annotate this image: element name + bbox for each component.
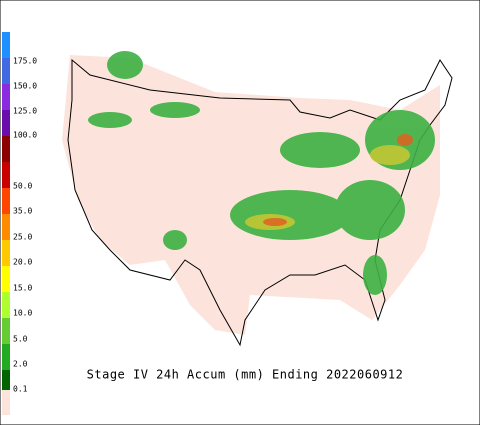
legend-label: 175.0 [13, 57, 37, 66]
legend-label: 10.0 [13, 309, 32, 318]
legend-label: 125.0 [13, 107, 37, 116]
legend-label: 20.0 [13, 258, 32, 267]
legend-label: 15.0 [13, 284, 32, 293]
legend-label: 2.0 [13, 360, 28, 369]
legend-label: 25.0 [13, 233, 32, 242]
legend-label: 5.0 [13, 335, 28, 344]
color-bar [2, 32, 10, 415]
map [62, 51, 453, 347]
legend-label: 50.0 [13, 182, 32, 191]
legend-label: 0.1 [13, 385, 28, 394]
map-title: Stage IV 24h Accum (mm) Ending 202206091… [87, 368, 404, 382]
legend-label: 35.0 [13, 207, 32, 216]
legend-label: 150.0 [13, 82, 37, 91]
legend-label: 100.0 [13, 131, 37, 140]
legend: 175.0 150.0 125.0 100.0 50.0 35.0 25.0 20.0 15.0… [13, 57, 37, 394]
